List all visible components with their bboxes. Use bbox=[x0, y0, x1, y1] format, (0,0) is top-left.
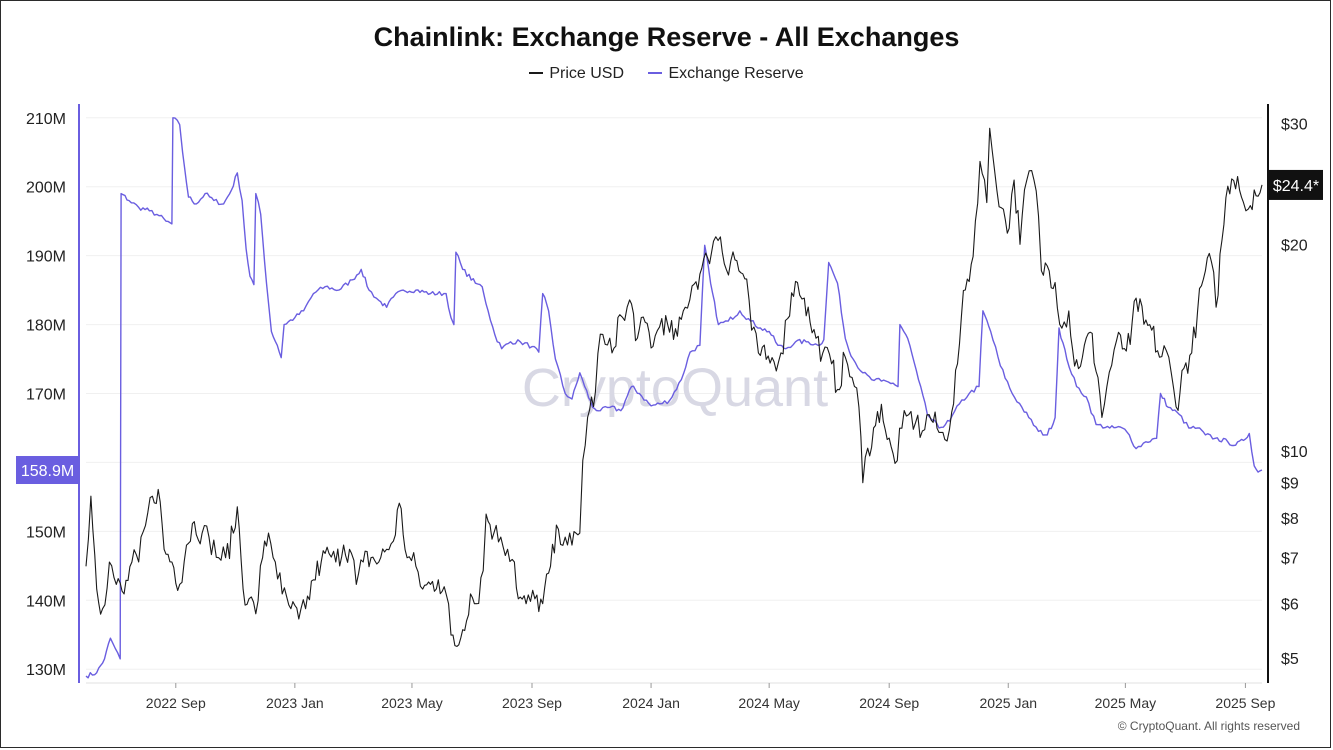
left-tick-label: 180M bbox=[26, 318, 66, 335]
legend-item-reserve[interactable]: Exchange Reserve bbox=[648, 65, 804, 83]
right-tick-label: $10 bbox=[1281, 444, 1308, 461]
left-tick-label: 130M bbox=[26, 662, 66, 679]
x-tick-label: 2024 Jan bbox=[622, 695, 680, 711]
legend-swatch-reserve bbox=[648, 72, 663, 74]
x-tick-label: 2024 May bbox=[738, 695, 799, 711]
series-layer bbox=[85, 117, 1263, 679]
left-tick-label: 170M bbox=[26, 387, 66, 404]
right-tick-label: $8 bbox=[1281, 511, 1299, 528]
series-line-exchange-reserve bbox=[85, 117, 1263, 679]
copyright-text: © CryptoQuant. All rights reserved bbox=[1117, 719, 1300, 733]
right-tick-label: $6 bbox=[1281, 597, 1299, 614]
right-axis: $5 $6 $7 $8 $9 $10 $20 $30 bbox=[1267, 104, 1308, 683]
x-tick-label: 2024 Sep bbox=[859, 695, 919, 711]
left-axis: 130M 140M 150M 170M 180M 190M 200M 210M bbox=[26, 104, 80, 683]
x-tick-label: 2022 Sep bbox=[146, 695, 206, 711]
reserve-current-label: 158.9M bbox=[21, 463, 74, 480]
x-tick-label: 2023 May bbox=[381, 695, 442, 711]
left-tick-label: 190M bbox=[26, 249, 66, 266]
left-tick-label: 200M bbox=[26, 180, 66, 197]
legend-label-reserve: Exchange Reserve bbox=[668, 65, 804, 82]
watermark: CryptoQuant bbox=[522, 358, 828, 418]
x-tick-label: 2025 Sep bbox=[1215, 695, 1275, 711]
chart-title: Chainlink: Exchange Reserve - All Exchan… bbox=[373, 22, 960, 52]
series-line-price-usd bbox=[85, 127, 1263, 647]
left-tick-label: 150M bbox=[26, 524, 66, 541]
current-value-markers: 158.9M $24.4* bbox=[16, 169, 1323, 485]
price-current-label: $24.4* bbox=[1273, 178, 1319, 195]
legend-swatch-price bbox=[529, 72, 544, 74]
legend-label-price: Price USD bbox=[549, 65, 625, 82]
right-tick-label: $5 bbox=[1281, 651, 1299, 668]
x-tick-label: 2025 Jan bbox=[979, 695, 1037, 711]
x-tick-label: 2025 May bbox=[1095, 695, 1156, 711]
price-current-marker bbox=[1269, 169, 1323, 200]
right-tick-label: $20 bbox=[1281, 237, 1308, 254]
right-tick-label: $7 bbox=[1281, 551, 1299, 568]
legend-item-price[interactable]: Price USD bbox=[529, 65, 624, 83]
right-tick-label: $30 bbox=[1281, 116, 1308, 133]
left-tick-label: 140M bbox=[26, 593, 66, 610]
x-tick-label: 2023 Jan bbox=[266, 695, 324, 711]
x-tick-label: 2023 Sep bbox=[502, 695, 562, 711]
right-tick-label: $9 bbox=[1281, 476, 1299, 493]
reserve-current-marker bbox=[16, 456, 79, 485]
chart-legend: Price USD Exchange Reserve bbox=[0, 65, 1333, 83]
x-axis: 2022 Sep 2023 Jan 2023 May 2023 Sep 2024 Jan… bbox=[86, 682, 1276, 711]
left-tick-label: 210M bbox=[26, 111, 66, 128]
